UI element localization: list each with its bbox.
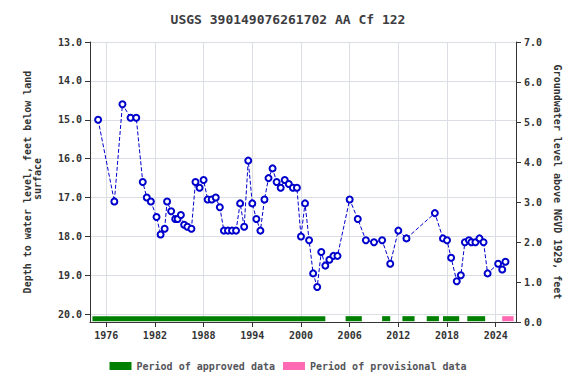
- svg-text:3.0: 3.0: [524, 197, 542, 208]
- svg-text:1988: 1988: [192, 330, 216, 341]
- svg-text:5.0: 5.0: [524, 117, 542, 128]
- svg-text:Period of provisional data: Period of provisional data: [310, 361, 467, 372]
- svg-text:19.0: 19.0: [58, 270, 82, 281]
- svg-text:20.0: 20.0: [58, 309, 82, 320]
- svg-text:4.0: 4.0: [524, 157, 542, 168]
- svg-text:2006: 2006: [338, 330, 362, 341]
- svg-text:1982: 1982: [143, 330, 167, 341]
- svg-text:0.0: 0.0: [524, 317, 542, 328]
- svg-text:2000: 2000: [289, 330, 313, 341]
- svg-text:17.0: 17.0: [58, 192, 82, 203]
- svg-text:Groundwater level above NGVD 1: Groundwater level above NGVD 1929, feet: [552, 65, 563, 300]
- svg-text:2.0: 2.0: [524, 237, 542, 248]
- svg-text:1.0: 1.0: [524, 277, 542, 288]
- svg-text:Depth to water level, feet bel: Depth to water level, feet below land: [21, 70, 33, 294]
- svg-text:15.0: 15.0: [58, 114, 82, 125]
- svg-text:2024: 2024: [484, 330, 508, 341]
- svg-text:2012: 2012: [386, 330, 410, 341]
- svg-text:surface: surface: [32, 158, 43, 206]
- svg-text:14.0: 14.0: [58, 75, 82, 86]
- svg-text:1994: 1994: [240, 330, 264, 341]
- svg-text:13.0: 13.0: [58, 37, 82, 48]
- svg-text:6.0: 6.0: [524, 77, 542, 88]
- svg-text:16.0: 16.0: [58, 153, 82, 164]
- svg-text:7.0: 7.0: [524, 37, 542, 48]
- svg-text:1976: 1976: [94, 330, 118, 341]
- svg-text:Period of approved data: Period of approved data: [136, 361, 274, 372]
- svg-text:18.0: 18.0: [58, 231, 82, 242]
- svg-text:USGS 390149076261702 AA Cf 122: USGS 390149076261702 AA Cf 122: [171, 12, 406, 27]
- svg-text:2018: 2018: [435, 330, 459, 341]
